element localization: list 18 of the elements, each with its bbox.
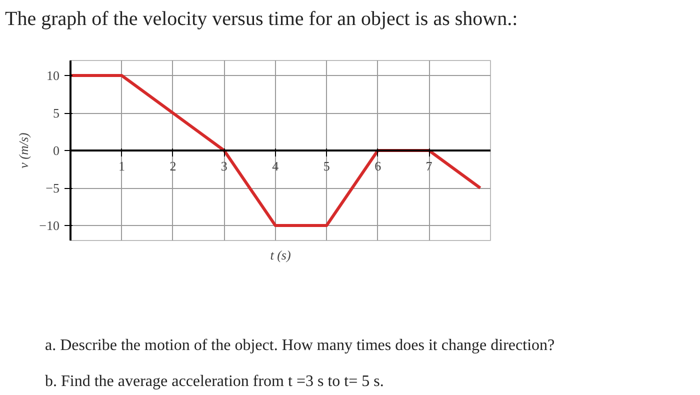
x-tick-label: 1 [118, 158, 125, 174]
x-tick-label: 4 [272, 158, 280, 174]
text: a. Describe the motion of the object. How many times does it change direction? [45, 336, 555, 356]
text: b. Find the average acceleration from t =3 s to t= 5 s. [45, 372, 384, 392]
x-tick-label: 3 [220, 158, 228, 174]
x-tick-label: 7 [426, 158, 433, 174]
y-tick-label: 0 [53, 143, 60, 158]
y-tick-label: −10 [39, 218, 60, 233]
y-tick-label: −5 [46, 180, 60, 196]
line-series [70, 74, 482, 227]
x-tick-label: 2 [170, 158, 176, 174]
y-axis-title: v (m/s) [16, 132, 32, 168]
y-tick-label: 5 [53, 106, 60, 120]
x-axis-title: t (s) [270, 248, 291, 262]
chart-title: The graph of the velocity versus time for an object is as shown.: [5, 7, 518, 32]
x-tick-label: 6 [374, 158, 382, 174]
x-tick-label: 5 [323, 158, 330, 174]
y-tick-label: 10 [46, 68, 60, 83]
